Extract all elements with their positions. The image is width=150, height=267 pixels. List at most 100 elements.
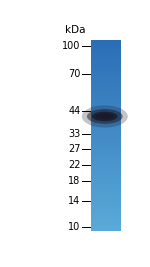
Bar	[91, 161, 121, 162]
Bar	[91, 45, 121, 46]
Bar	[91, 199, 121, 200]
Bar	[91, 123, 121, 124]
Bar	[91, 180, 121, 181]
Bar	[91, 141, 121, 142]
Bar	[91, 150, 121, 151]
Bar	[91, 152, 121, 153]
Bar	[91, 55, 121, 56]
Bar	[91, 162, 121, 163]
Bar	[91, 164, 121, 165]
Bar	[91, 171, 121, 172]
Text: kDa: kDa	[64, 25, 85, 35]
Bar	[91, 62, 121, 63]
Bar	[91, 136, 121, 137]
Bar	[91, 213, 121, 214]
Bar	[91, 151, 121, 152]
Bar	[91, 68, 121, 69]
Bar	[91, 75, 121, 76]
Bar	[91, 119, 121, 120]
Bar	[91, 149, 121, 150]
Bar	[91, 131, 121, 132]
Bar	[91, 64, 121, 65]
Bar	[91, 218, 121, 219]
Bar	[91, 91, 121, 92]
Bar	[91, 130, 121, 131]
Bar	[91, 201, 121, 202]
Bar	[91, 88, 121, 89]
Bar	[91, 77, 121, 78]
Bar	[91, 128, 121, 129]
Bar	[91, 192, 121, 193]
Bar	[91, 197, 121, 198]
Bar	[91, 198, 121, 199]
Bar	[91, 125, 121, 126]
Bar	[91, 76, 121, 77]
Bar	[91, 154, 121, 155]
Bar	[91, 158, 121, 159]
Bar	[91, 84, 121, 85]
Bar	[91, 159, 121, 160]
Bar	[91, 148, 121, 149]
Bar	[91, 202, 121, 203]
Text: 14: 14	[68, 196, 80, 206]
Text: 27: 27	[68, 144, 80, 154]
Bar	[91, 90, 121, 91]
Bar	[91, 165, 121, 166]
Bar	[91, 206, 121, 207]
Bar	[91, 174, 121, 175]
Bar	[91, 129, 121, 130]
Bar	[91, 205, 121, 206]
Bar	[91, 110, 121, 111]
Bar	[91, 115, 121, 116]
Bar	[91, 108, 121, 109]
Bar	[91, 195, 121, 196]
Bar	[91, 230, 121, 231]
Bar	[91, 78, 121, 79]
Ellipse shape	[87, 109, 123, 124]
Bar	[91, 223, 121, 224]
Bar	[91, 189, 121, 190]
Bar	[91, 176, 121, 177]
Text: 10: 10	[68, 222, 80, 233]
Ellipse shape	[96, 113, 114, 119]
Bar	[91, 56, 121, 57]
Bar	[91, 124, 121, 125]
Bar	[91, 118, 121, 119]
Bar	[91, 49, 121, 50]
Bar	[91, 169, 121, 170]
Bar	[91, 168, 121, 169]
Bar	[91, 177, 121, 178]
Bar	[91, 61, 121, 62]
Bar	[91, 117, 121, 118]
Bar	[91, 79, 121, 80]
Bar	[91, 46, 121, 47]
Bar	[91, 157, 121, 158]
Bar	[91, 212, 121, 213]
Bar	[91, 58, 121, 59]
Bar	[91, 167, 121, 168]
Bar	[91, 66, 121, 67]
Bar	[91, 207, 121, 208]
Bar	[91, 113, 121, 114]
Bar	[91, 63, 121, 64]
Bar	[91, 100, 121, 101]
Bar	[91, 227, 121, 228]
Bar	[91, 217, 121, 218]
Bar	[91, 120, 121, 121]
Bar	[91, 191, 121, 192]
Bar	[91, 42, 121, 43]
Bar	[91, 196, 121, 197]
Bar	[91, 97, 121, 98]
Bar	[91, 98, 121, 99]
Bar	[91, 67, 121, 68]
Bar	[91, 228, 121, 229]
Bar	[91, 215, 121, 216]
Ellipse shape	[82, 105, 128, 128]
Text: 70: 70	[68, 69, 80, 79]
Bar	[91, 53, 121, 54]
Bar	[91, 219, 121, 220]
Bar	[91, 155, 121, 156]
Bar	[91, 116, 121, 117]
Bar	[91, 74, 121, 75]
Bar	[91, 70, 121, 71]
